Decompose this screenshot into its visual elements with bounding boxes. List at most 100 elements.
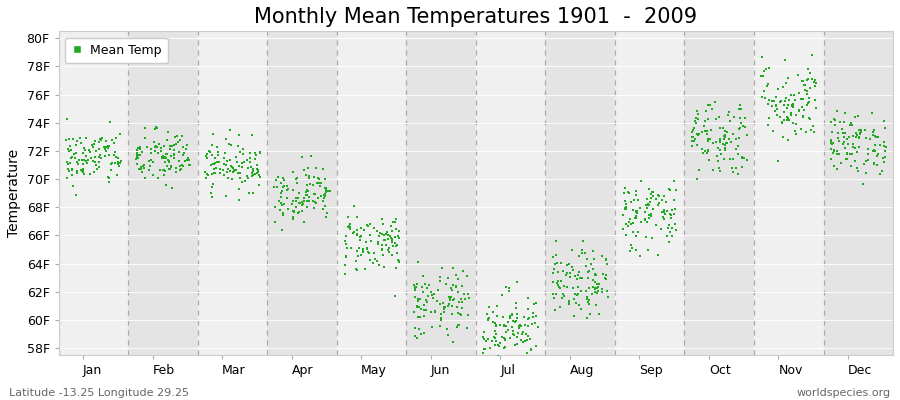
Point xyxy=(238,177,252,184)
Point xyxy=(842,122,857,129)
Point xyxy=(663,187,678,194)
Point xyxy=(343,226,357,232)
Point xyxy=(218,150,232,156)
Point xyxy=(809,105,824,112)
Point xyxy=(572,253,587,259)
Point xyxy=(640,196,654,202)
Point xyxy=(559,284,573,290)
Point xyxy=(629,213,643,219)
Point xyxy=(291,195,305,202)
Point xyxy=(583,261,598,268)
Point xyxy=(268,219,283,226)
Point xyxy=(172,137,186,143)
Point xyxy=(626,220,640,226)
Point xyxy=(618,204,633,211)
Point xyxy=(557,292,572,299)
Point xyxy=(735,164,750,170)
Point xyxy=(92,138,106,145)
Point xyxy=(240,165,255,171)
Point xyxy=(408,286,422,293)
Point xyxy=(222,167,237,174)
Point xyxy=(482,304,497,310)
Point xyxy=(580,294,594,300)
Point xyxy=(776,133,790,140)
Point xyxy=(586,277,600,283)
Point xyxy=(859,158,873,164)
Point xyxy=(490,313,504,320)
Point xyxy=(698,148,712,154)
Point xyxy=(518,322,533,328)
Point xyxy=(69,168,84,174)
Point xyxy=(781,75,796,81)
Point xyxy=(281,185,295,192)
Point xyxy=(307,174,321,180)
Point xyxy=(517,314,531,320)
Point xyxy=(311,176,326,182)
Point xyxy=(390,250,404,256)
Point xyxy=(140,144,154,150)
Point xyxy=(164,163,178,170)
Point xyxy=(549,291,563,297)
Point xyxy=(427,291,441,297)
Point xyxy=(76,144,91,151)
Point xyxy=(644,191,658,197)
Point xyxy=(251,172,266,178)
Point xyxy=(689,176,704,182)
Point xyxy=(551,277,565,284)
Point xyxy=(651,252,665,258)
Point xyxy=(687,134,701,140)
Point xyxy=(618,220,633,227)
Point xyxy=(207,160,221,167)
Point xyxy=(205,184,220,191)
Point xyxy=(235,163,249,170)
Point xyxy=(408,286,422,292)
Point xyxy=(319,214,333,220)
Point xyxy=(212,149,226,155)
Point xyxy=(175,161,189,168)
Point xyxy=(316,206,330,212)
Point xyxy=(874,168,888,175)
Point xyxy=(389,216,403,222)
Point xyxy=(492,340,507,346)
Point xyxy=(842,151,857,157)
Point xyxy=(662,186,677,192)
Point xyxy=(760,81,775,87)
Point xyxy=(290,180,304,186)
Point xyxy=(424,308,438,315)
Point xyxy=(780,104,795,111)
Point xyxy=(715,151,729,158)
Point xyxy=(101,144,115,151)
Point xyxy=(800,77,814,83)
Point xyxy=(770,112,784,118)
Point xyxy=(167,134,182,140)
Point xyxy=(246,166,260,173)
Point xyxy=(500,318,515,325)
Point xyxy=(685,134,699,140)
Point xyxy=(590,285,604,292)
Point xyxy=(761,122,776,128)
Point xyxy=(599,260,614,267)
Bar xyxy=(685,31,754,355)
Legend: Mean Temp: Mean Temp xyxy=(65,38,167,63)
Point xyxy=(130,145,145,152)
Point xyxy=(795,104,809,111)
Point xyxy=(72,157,86,163)
Point xyxy=(318,203,332,209)
Point xyxy=(590,290,605,296)
Point xyxy=(161,156,176,163)
Point xyxy=(361,248,375,255)
Point xyxy=(338,262,352,269)
Point xyxy=(439,326,454,333)
Point xyxy=(419,299,434,305)
Point xyxy=(595,270,609,277)
Point xyxy=(356,247,371,253)
Point xyxy=(322,188,337,195)
Point xyxy=(71,161,86,168)
Point xyxy=(68,150,83,156)
Point xyxy=(554,260,568,266)
Point xyxy=(433,301,447,308)
Point xyxy=(848,158,862,164)
Point xyxy=(566,285,580,291)
Point xyxy=(728,146,742,152)
Bar xyxy=(267,31,337,355)
